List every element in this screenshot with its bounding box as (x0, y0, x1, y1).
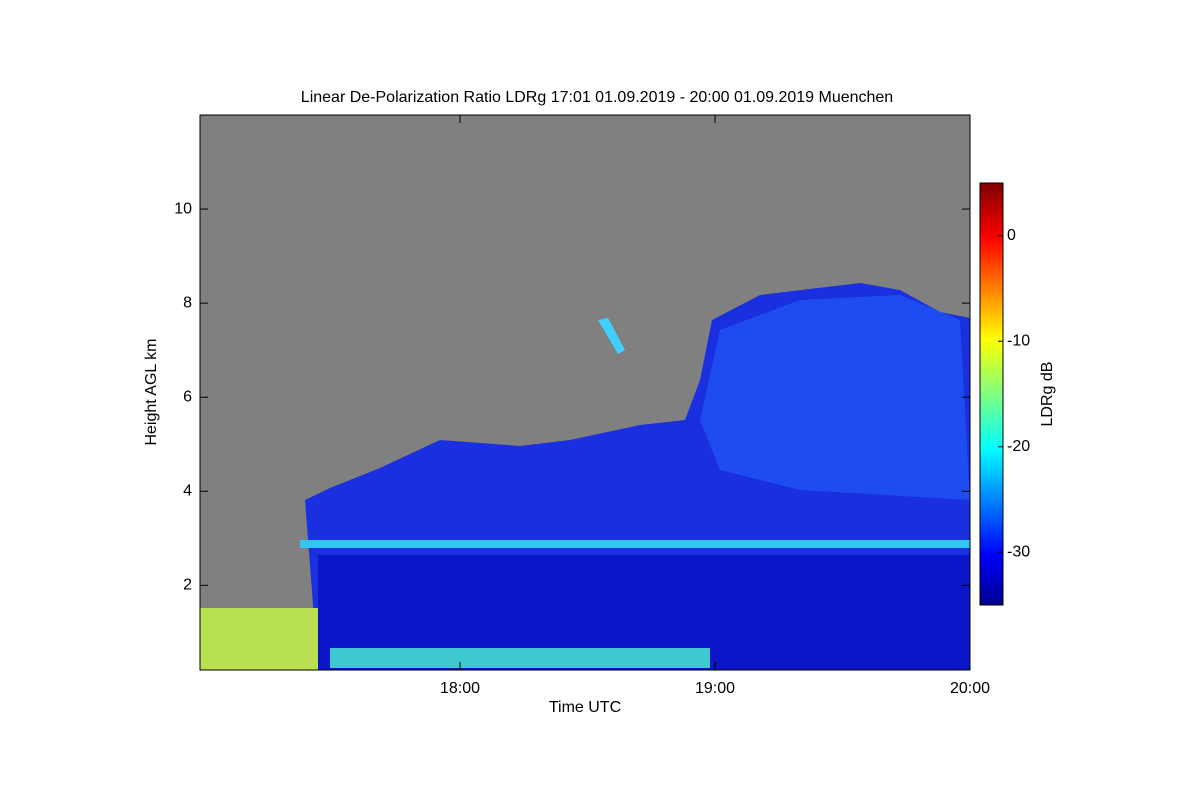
near-surface-return (330, 648, 710, 668)
x-tick-label: 19:00 (695, 680, 735, 697)
y-axis-label: Height AGL km (143, 338, 160, 445)
x-tick-label: 20:00 (950, 680, 990, 697)
x-tick-label: 18:00 (440, 680, 480, 697)
heatmap-image (200, 115, 970, 670)
y-tick-label: 10 (174, 200, 192, 217)
colorbar-tick-label: 0 (1007, 227, 1016, 244)
plot-frame (199, 114, 971, 671)
ice-streak (598, 318, 625, 354)
colorbar (979, 182, 1004, 606)
x-axis-label: Time UTC (549, 699, 621, 716)
chart-title: Linear De-Polarization Ratio LDRg 17:01 … (301, 89, 893, 106)
colorbar-tick-label: -10 (1007, 332, 1030, 349)
colorbar-tick-label: -30 (1007, 543, 1030, 560)
surface-clutter (200, 608, 318, 670)
ice-region (700, 295, 970, 500)
y-tick-label: 2 (183, 577, 192, 594)
rain-region (318, 555, 970, 670)
melting-layer (300, 540, 970, 548)
y-tick-label: 4 (183, 482, 192, 499)
y-tick-label: 8 (183, 294, 192, 311)
y-tick-label: 6 (183, 388, 192, 405)
colorbar-tick-label: -20 (1007, 438, 1030, 455)
colorbar-label: LDRg dB (1039, 362, 1056, 427)
